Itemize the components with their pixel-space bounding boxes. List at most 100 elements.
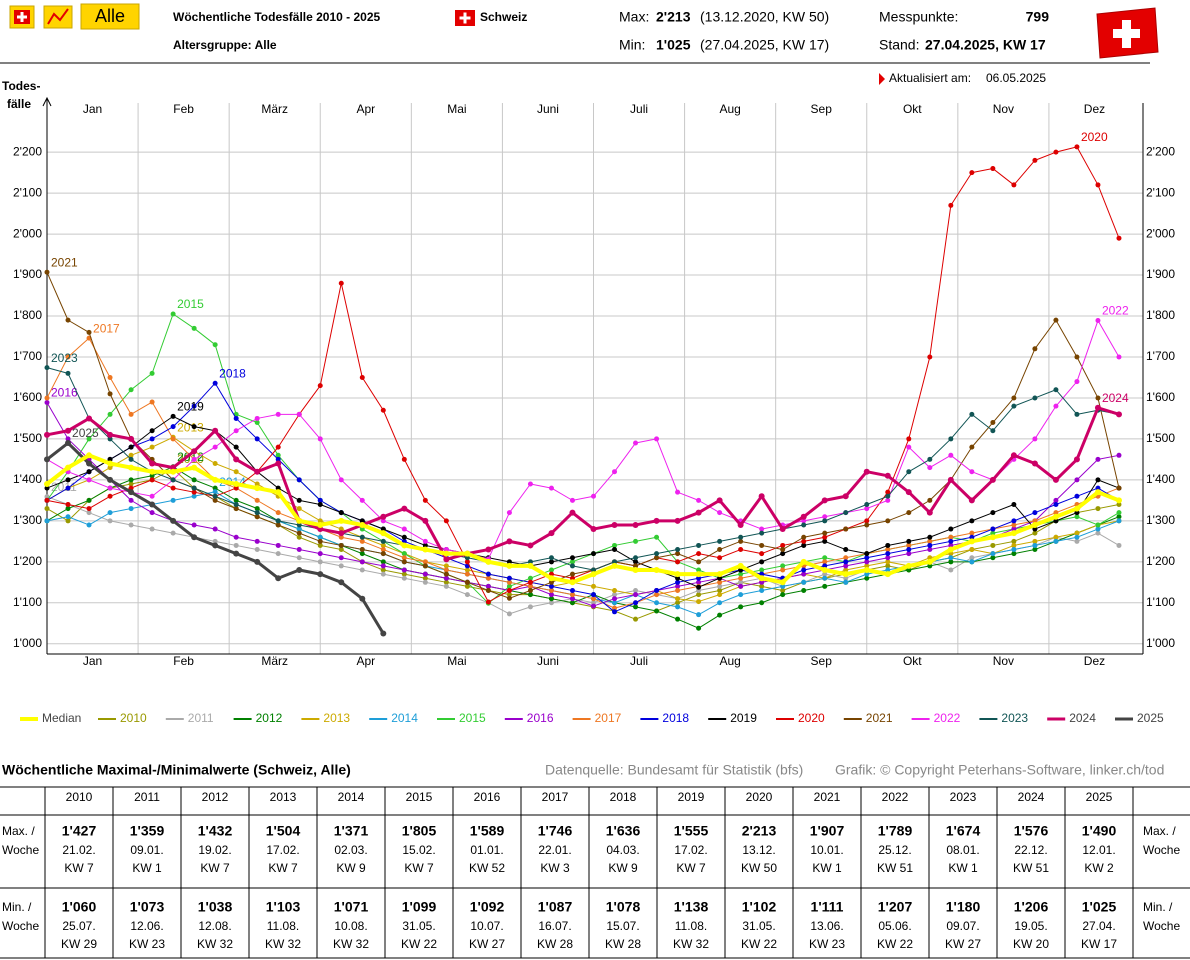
data-point <box>1032 346 1038 352</box>
data-point <box>86 460 93 467</box>
data-point <box>86 415 93 422</box>
data-point <box>801 571 807 577</box>
cell-date: 19.05. <box>1014 919 1047 933</box>
data-point <box>632 567 639 574</box>
data-point <box>191 534 198 541</box>
data-point <box>969 411 975 417</box>
data-point <box>821 497 828 504</box>
data-point <box>44 480 50 487</box>
month-label: Okt <box>903 654 922 668</box>
data-point <box>906 444 912 450</box>
data-point <box>191 477 197 483</box>
table-year: 2011 <box>134 790 160 804</box>
data-point <box>885 489 891 495</box>
data-point <box>107 374 113 380</box>
data-point <box>885 547 891 553</box>
data-point <box>506 579 512 585</box>
data-point <box>1032 526 1038 532</box>
y-tick-label: 1'800 <box>13 308 42 322</box>
data-point <box>1053 387 1059 393</box>
data-point <box>927 354 933 360</box>
cell-value: 1'073 <box>130 899 165 915</box>
data-point <box>212 542 219 549</box>
data-point <box>527 542 534 549</box>
data-point <box>548 579 554 585</box>
month-label: Feb <box>173 654 194 668</box>
data-point <box>338 534 344 540</box>
data-point <box>317 534 323 540</box>
data-point <box>885 493 891 499</box>
data-point <box>401 551 407 557</box>
series-line <box>46 441 385 635</box>
data-point <box>633 600 639 606</box>
all-button[interactable] <box>80 3 140 30</box>
data-point <box>170 468 177 475</box>
cell-date: 12.06. <box>130 919 163 933</box>
table-year: 2012 <box>202 790 229 804</box>
data-point <box>1116 510 1122 516</box>
data-point <box>380 513 387 520</box>
data-point <box>843 510 849 516</box>
series-line <box>46 146 1120 603</box>
cell-value: 1'371 <box>334 823 369 839</box>
month-label: März <box>261 654 288 668</box>
data-point <box>527 559 533 565</box>
data-point <box>969 547 975 553</box>
data-point <box>128 481 134 487</box>
y-tick-label-right: 1'900 <box>1146 267 1175 281</box>
legend-label: 2010 <box>120 711 147 725</box>
data-point <box>548 567 554 573</box>
data-point <box>884 472 891 479</box>
cell-value: 1'674 <box>946 823 981 839</box>
data-point <box>948 436 954 442</box>
data-point <box>1032 395 1038 401</box>
data-point <box>338 555 344 561</box>
data-point <box>696 592 702 598</box>
month-label: Feb <box>173 102 194 116</box>
data-point <box>969 444 975 450</box>
data-point <box>633 604 639 610</box>
data-point <box>1011 538 1017 544</box>
y-tick-label: 2'100 <box>13 185 42 199</box>
data-point <box>864 571 870 577</box>
data-point <box>653 567 660 574</box>
data-point <box>675 596 681 602</box>
series: 2011 <box>44 480 1122 617</box>
all-button-label[interactable]: Alle <box>95 6 125 26</box>
data-point <box>884 571 891 578</box>
data-point <box>128 411 134 417</box>
data-point <box>738 592 744 598</box>
data-point <box>380 407 386 413</box>
data-point <box>548 583 554 589</box>
flag-button[interactable] <box>9 5 35 29</box>
data-point <box>612 609 618 615</box>
y-tick-label-right: 1'500 <box>1146 431 1175 445</box>
data-point <box>948 526 954 532</box>
data-point <box>65 370 71 376</box>
data-point <box>107 456 113 462</box>
data-point <box>548 555 554 561</box>
data-point <box>569 579 576 586</box>
data-point <box>296 555 302 561</box>
cell-date: 02.03. <box>334 843 367 857</box>
data-point <box>948 538 954 544</box>
data-point <box>338 517 345 524</box>
data-point <box>1074 510 1080 516</box>
data-point <box>128 506 134 512</box>
data-point <box>632 521 639 528</box>
series-label: 2025 <box>72 426 99 440</box>
data-point <box>443 563 449 569</box>
chart-button[interactable] <box>43 5 73 29</box>
data-point <box>380 551 386 557</box>
data-point <box>1032 518 1038 524</box>
data-point <box>569 571 575 577</box>
data-point <box>170 477 176 483</box>
data-point <box>759 583 765 589</box>
data-point <box>527 481 533 487</box>
data-point <box>801 579 807 585</box>
data-point <box>170 436 176 442</box>
data-point <box>296 497 302 503</box>
data-point <box>737 562 744 569</box>
y-tick-label-right: 1'100 <box>1146 595 1175 609</box>
data-point <box>296 517 303 524</box>
